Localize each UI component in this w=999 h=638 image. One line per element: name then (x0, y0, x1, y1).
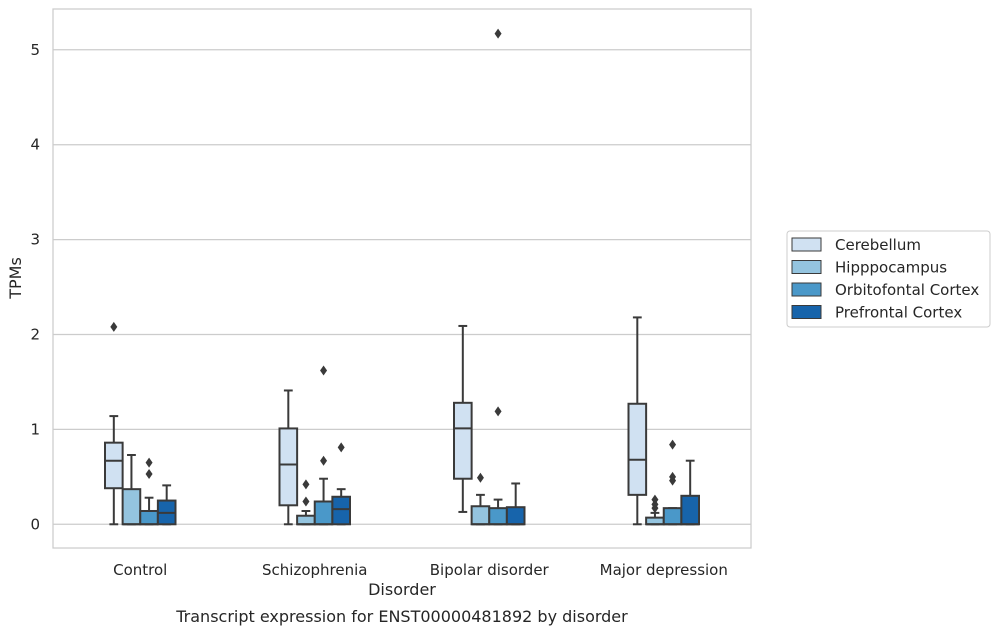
box-prefrontal-cortex (331, 442, 351, 526)
outlier-point (320, 455, 328, 466)
outlier-point (302, 479, 310, 490)
box-iqr (296, 514, 316, 526)
outlier-point (669, 471, 677, 482)
legend-frame (786, 230, 991, 328)
box-cerebellum (104, 321, 124, 526)
y-tick-label: 4 (30, 136, 40, 154)
box-iqr (470, 505, 491, 526)
legend-label: Prefrontal Cortex (835, 304, 962, 322)
box-iqr (331, 495, 351, 526)
legend-item: Hipppocampus (791, 259, 947, 277)
category-group (627, 316, 700, 526)
box-prefrontal-cortex (156, 484, 177, 526)
outlier-point (145, 457, 153, 468)
y-axis-label: TPMs (6, 257, 25, 300)
x-tick-labels: Control Schizophrenia Bipolar disorder Majo… (113, 561, 728, 579)
box-prefrontal-cortex (680, 459, 700, 526)
box-prefrontal-cortex (505, 482, 526, 526)
box-iqr (627, 402, 648, 496)
category-group (278, 365, 351, 526)
legend-label: Hipppocampus (835, 259, 947, 277)
legend-swatch (791, 305, 822, 319)
legend: Cerebellum Hipppocampus Orbitofontal Corte… (786, 230, 991, 328)
box-cerebellum (627, 316, 648, 526)
legend-label: Orbitofontal Cortex (835, 281, 979, 299)
box-iqr (104, 441, 124, 490)
box-iqr (662, 507, 683, 526)
legend-label: Cerebellum (835, 236, 921, 254)
y-tick-label: 0 (30, 515, 40, 533)
box-cerebellum (453, 324, 473, 513)
x-tick-label: Schizophrenia (262, 561, 367, 579)
legend-item: Prefrontal Cortex (791, 304, 962, 322)
box-iqr (453, 401, 473, 480)
plot-frame (52, 8, 752, 549)
box-iqr (680, 494, 700, 526)
x-axis-label: Disorder (368, 580, 436, 599)
x-tick-label: Bipolar disorder (430, 561, 550, 579)
box-orbitofontal-cortex (139, 457, 159, 526)
outlier-point (320, 365, 328, 376)
box-cerebellum (278, 389, 299, 526)
box-iqr (121, 488, 142, 526)
box-iqr (278, 427, 299, 507)
outlier-point (494, 406, 502, 417)
outlier-point (337, 442, 345, 453)
legend-swatch (791, 260, 822, 274)
y-tick-label: 5 (30, 41, 40, 59)
outlier-point (145, 468, 153, 479)
box-groups (104, 28, 700, 526)
legend-item: Orbitofontal Cortex (791, 281, 979, 299)
x-tick-label: Major depression (600, 561, 728, 579)
outlier-point (302, 496, 310, 507)
outlier-point (669, 439, 677, 450)
x-tick-label: Control (113, 561, 167, 579)
box-iqr (313, 500, 334, 526)
box-hipppocampus (645, 494, 665, 526)
outlier-point (110, 321, 118, 332)
legend-swatch (791, 282, 822, 297)
outlier-point (494, 28, 502, 39)
outlier-point (651, 494, 659, 505)
y-tick-labels: 0 1 2 3 4 5 (30, 41, 40, 533)
category-group (453, 28, 526, 526)
box-hipppocampus (121, 454, 142, 526)
chart-title: Transcript expression for ENST0000048189… (175, 607, 628, 626)
box-orbitofontal-cortex (313, 365, 334, 526)
box-orbitofontal-cortex (488, 28, 508, 526)
y-tick-label: 1 (30, 420, 40, 438)
box-iqr (139, 509, 159, 526)
category-group (104, 321, 177, 526)
y-tick-label: 3 (30, 231, 40, 249)
box-orbitofontal-cortex (662, 439, 683, 526)
legend-swatch (791, 237, 822, 252)
legend-item: Cerebellum (791, 236, 921, 254)
y-tick-label: 2 (30, 325, 40, 343)
outlier-point (476, 472, 484, 483)
box-iqr (488, 507, 508, 526)
box-iqr (505, 506, 526, 526)
